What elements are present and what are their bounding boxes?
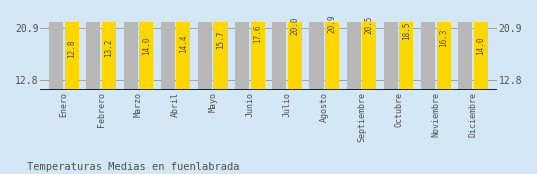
Bar — [198, 0, 212, 90]
Bar — [86, 8, 100, 90]
Bar — [251, 0, 265, 90]
Bar — [49, 10, 63, 90]
Bar — [102, 6, 116, 90]
Bar — [400, 0, 413, 90]
Bar — [124, 2, 137, 90]
Bar — [458, 2, 472, 90]
Text: 20.9: 20.9 — [328, 14, 337, 33]
Text: 14.0: 14.0 — [142, 36, 151, 55]
Text: 15.7: 15.7 — [216, 31, 225, 49]
Text: 14.0: 14.0 — [476, 36, 485, 55]
Text: 17.6: 17.6 — [253, 25, 262, 43]
Bar — [272, 0, 286, 90]
Bar — [65, 8, 79, 90]
Bar — [214, 0, 228, 90]
Bar — [346, 0, 361, 90]
Bar — [437, 0, 451, 90]
Bar — [474, 1, 488, 90]
Text: 18.5: 18.5 — [402, 22, 411, 40]
Text: 12.8: 12.8 — [67, 40, 76, 58]
Text: Temperaturas Medias en fuenlabrada: Temperaturas Medias en fuenlabrada — [27, 162, 240, 172]
Bar — [235, 0, 249, 90]
Text: 13.2: 13.2 — [105, 39, 113, 57]
Bar — [288, 0, 302, 90]
Bar — [421, 0, 435, 90]
Text: 20.5: 20.5 — [365, 15, 374, 34]
Text: 14.4: 14.4 — [179, 35, 188, 53]
Bar — [176, 0, 191, 90]
Bar — [139, 1, 153, 90]
Text: 16.3: 16.3 — [439, 29, 448, 47]
Bar — [309, 0, 323, 90]
Bar — [362, 0, 376, 90]
Bar — [384, 0, 398, 90]
Text: 20.0: 20.0 — [291, 17, 300, 35]
Bar — [325, 0, 339, 90]
Bar — [161, 0, 175, 90]
